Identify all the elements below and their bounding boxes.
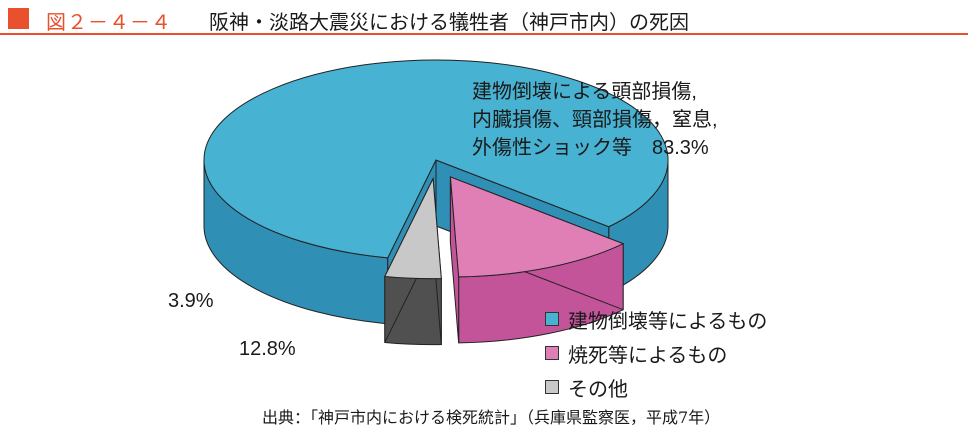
data-label-building-collapse: 83.3% — [652, 137, 709, 159]
figure-number: 図２－４－４ — [46, 10, 172, 34]
legend-label-building-collapse: 建物倒壊等によるもの — [568, 308, 768, 333]
data-label-other: 3.9% — [168, 290, 214, 312]
legend-swatch-burn — [545, 346, 559, 360]
legend-item-other: その他 — [545, 370, 767, 404]
legend-swatch-other — [545, 380, 559, 394]
pie-slice-other — [384, 176, 442, 280]
figure-title: 阪神・淡路大震災における犠牲者（神戸市内）の死因 — [209, 10, 689, 34]
figure-header: 図２－４－４ 阪神・淡路大震災における犠牲者（神戸市内）の死因 — [0, 0, 972, 38]
figure-accent-square — [8, 8, 29, 29]
slice-annotation-line-2: 外傷性ショック等 — [472, 136, 632, 159]
header-rule — [0, 33, 968, 35]
slice-annotation-line-1: 内臓損傷、頸部損傷，窒息, — [472, 108, 718, 131]
data-label-burn: 12.8% — [239, 338, 296, 360]
legend-item-building-collapse: 建物倒壊等によるもの — [545, 302, 767, 336]
legend-label-burn: 焼死等によるもの — [568, 342, 728, 367]
legend-label-other: その他 — [568, 376, 628, 401]
legend-item-burn: 焼死等によるもの — [545, 336, 767, 370]
pie-slice-building-collapse — [203, 59, 669, 259]
legend-swatch-building-collapse — [545, 312, 559, 326]
slice-annotation-line-0: 建物倒壊による頭部損傷, — [472, 80, 697, 103]
chart-legend: 建物倒壊等によるもの 焼死等によるもの その他 — [545, 302, 767, 404]
source-citation: 出典：「神戸市内における検死統計」（兵庫県監察医，平成7年） — [262, 408, 721, 427]
pie-slice-burn — [449, 176, 625, 278]
